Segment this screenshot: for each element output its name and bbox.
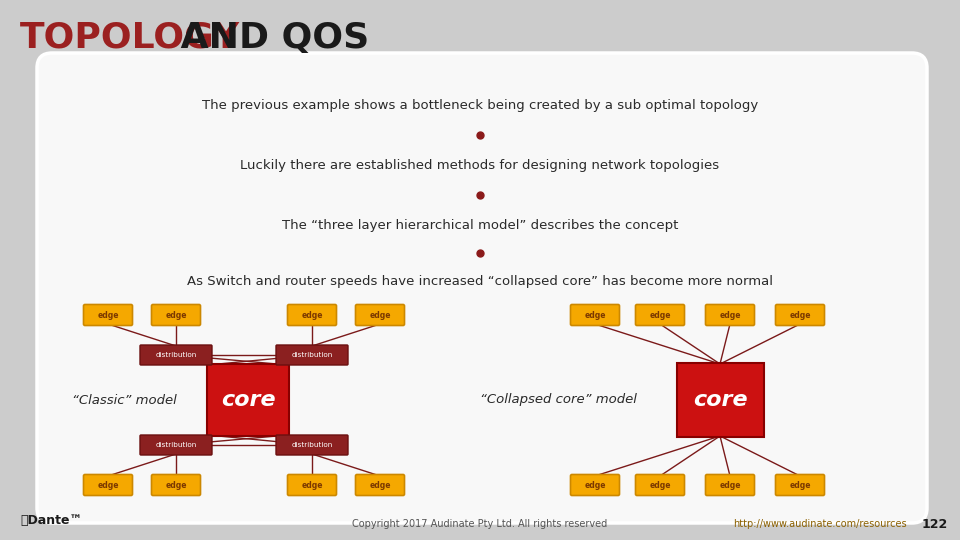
Text: http://www.audinate.com/resources: http://www.audinate.com/resources	[733, 519, 907, 529]
Text: The “three layer hierarchical model” describes the concept: The “three layer hierarchical model” des…	[282, 219, 678, 232]
Text: TOPOLOGY: TOPOLOGY	[20, 21, 240, 55]
FancyBboxPatch shape	[84, 305, 132, 326]
Text: core: core	[221, 390, 276, 410]
Text: distribution: distribution	[292, 442, 332, 448]
Text: distribution: distribution	[156, 442, 197, 448]
FancyBboxPatch shape	[276, 435, 348, 455]
Text: edge: edge	[97, 481, 119, 489]
FancyBboxPatch shape	[355, 475, 404, 496]
Text: edge: edge	[301, 310, 323, 320]
FancyBboxPatch shape	[140, 345, 212, 365]
Text: “Classic” model: “Classic” model	[72, 394, 177, 407]
Text: ⒶDante™: ⒶDante™	[20, 514, 82, 526]
Text: edge: edge	[301, 481, 323, 489]
Text: Luckily there are established methods for designing network topologies: Luckily there are established methods fo…	[240, 159, 720, 172]
Text: edge: edge	[370, 310, 391, 320]
FancyBboxPatch shape	[140, 435, 212, 455]
Text: distribution: distribution	[292, 352, 332, 358]
Text: edge: edge	[649, 310, 671, 320]
Text: As Switch and router speeds have increased “collapsed core” has become more norm: As Switch and router speeds have increas…	[187, 275, 773, 288]
FancyBboxPatch shape	[636, 475, 684, 496]
FancyBboxPatch shape	[276, 345, 348, 365]
Text: The previous example shows a bottleneck being created by a sub optimal topology: The previous example shows a bottleneck …	[202, 98, 758, 111]
FancyBboxPatch shape	[152, 475, 201, 496]
Text: edge: edge	[370, 481, 391, 489]
FancyBboxPatch shape	[355, 305, 404, 326]
Text: AND QOS: AND QOS	[168, 21, 370, 55]
FancyBboxPatch shape	[570, 475, 619, 496]
Text: edge: edge	[165, 481, 187, 489]
FancyBboxPatch shape	[776, 305, 825, 326]
Text: core: core	[693, 390, 747, 410]
Text: edge: edge	[789, 310, 811, 320]
FancyBboxPatch shape	[152, 305, 201, 326]
FancyBboxPatch shape	[677, 363, 763, 437]
Text: edge: edge	[585, 310, 606, 320]
FancyBboxPatch shape	[570, 305, 619, 326]
Text: edge: edge	[165, 310, 187, 320]
Text: edge: edge	[649, 481, 671, 489]
Text: 122: 122	[922, 517, 948, 530]
Text: edge: edge	[719, 481, 741, 489]
FancyBboxPatch shape	[37, 53, 927, 523]
Text: edge: edge	[585, 481, 606, 489]
FancyBboxPatch shape	[706, 305, 755, 326]
Text: “Collapsed core” model: “Collapsed core” model	[480, 394, 636, 407]
Text: Copyright 2017 Audinate Pty Ltd. All rights reserved: Copyright 2017 Audinate Pty Ltd. All rig…	[352, 519, 608, 529]
Text: distribution: distribution	[156, 352, 197, 358]
FancyBboxPatch shape	[287, 475, 337, 496]
Text: edge: edge	[789, 481, 811, 489]
Text: edge: edge	[719, 310, 741, 320]
FancyBboxPatch shape	[636, 305, 684, 326]
FancyBboxPatch shape	[706, 475, 755, 496]
FancyBboxPatch shape	[776, 475, 825, 496]
FancyBboxPatch shape	[84, 475, 132, 496]
Text: edge: edge	[97, 310, 119, 320]
FancyBboxPatch shape	[287, 305, 337, 326]
FancyBboxPatch shape	[207, 364, 289, 436]
